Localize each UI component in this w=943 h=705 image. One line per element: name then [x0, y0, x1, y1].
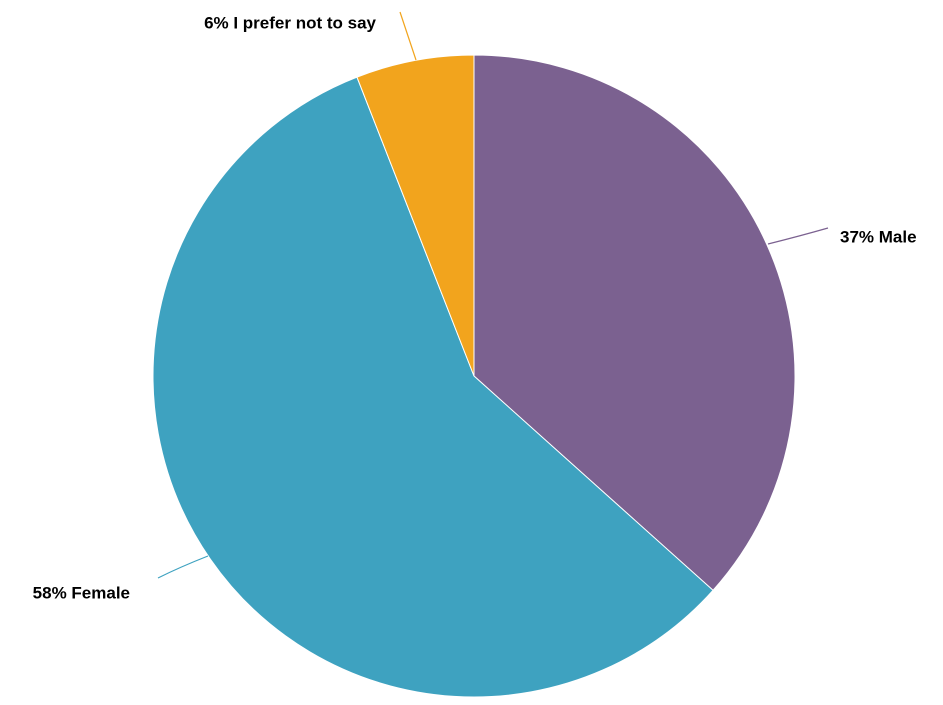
leader-line-female: [157, 555, 209, 579]
pie-labels: 37% Male 58% Female 6% I prefer not to say: [33, 13, 917, 602]
data-label-male: 37% Male: [840, 227, 917, 246]
pie-slice-female: [152, 76, 714, 698]
pie-slices: [152, 54, 796, 698]
data-label-i-prefer-not-to-say: 6% I prefer not to say: [204, 13, 376, 32]
leader-line-i-prefer-not-to-say: [399, 11, 417, 61]
data-label-female: 58% Female: [33, 583, 130, 602]
leader-line-male: [767, 227, 829, 245]
pie-slice-i-prefer-not-to-say: [356, 54, 475, 377]
pie-leader-lines: [157, 11, 829, 579]
pie-slice-male: [473, 54, 796, 592]
